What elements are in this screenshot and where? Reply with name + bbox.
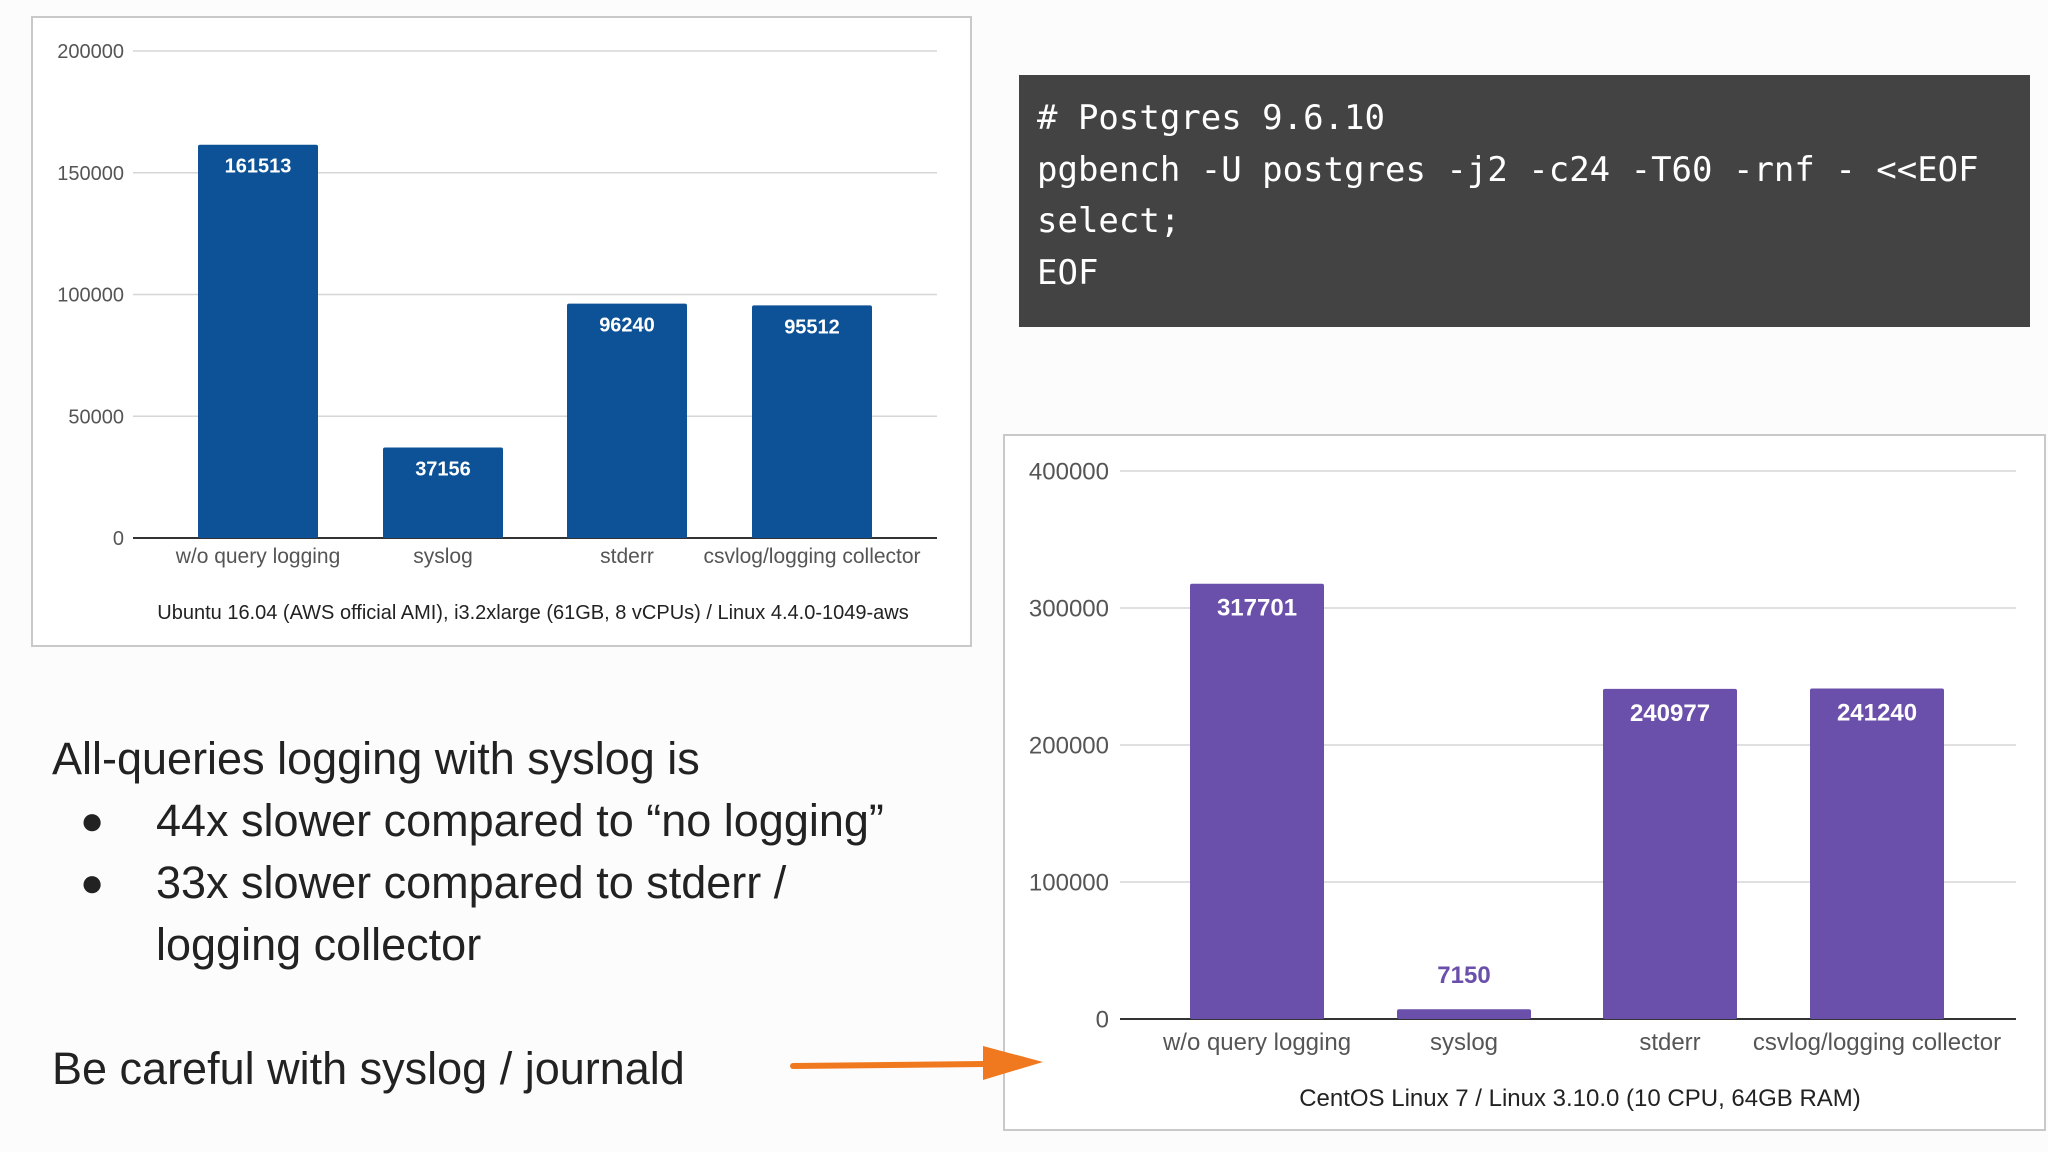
bar bbox=[1810, 688, 1944, 1019]
warning-text: Be careful with syslog / journald bbox=[52, 1043, 685, 1094]
findings-heading: All-queries logging with syslog is bbox=[52, 733, 700, 784]
findings-text: All-queries logging with syslog is ● 44x… bbox=[52, 728, 916, 976]
y-tick-label: 50000 bbox=[68, 406, 124, 428]
category-label: syslog bbox=[413, 545, 473, 568]
bar-data-label: 241240 bbox=[1837, 700, 1917, 727]
x-axis-caption: CentOS Linux 7 / Linux 3.10.0 (10 CPU, 6… bbox=[1299, 1085, 1861, 1112]
bar-data-label: 240977 bbox=[1630, 700, 1710, 727]
bar-data-label: 96240 bbox=[599, 315, 655, 337]
centos-throughput-chart: 0 100000 200000 300000 400000 317701 w/o query… bbox=[1003, 434, 2046, 1131]
bar bbox=[198, 144, 318, 538]
bar bbox=[1603, 688, 1737, 1019]
category-label: stderr bbox=[600, 545, 654, 568]
category-label: w/o query logging bbox=[1162, 1029, 1351, 1056]
bar bbox=[567, 303, 687, 538]
y-tick-label: 150000 bbox=[57, 163, 124, 185]
pgbench-code-block: # Postgres 9.6.10 pgbench -U postgres -j… bbox=[1019, 75, 2030, 327]
findings-list: ● 44x slower compared to “no logging” ● … bbox=[52, 790, 916, 976]
y-tick-label: 100000 bbox=[57, 285, 124, 307]
x-axis-caption: Ubuntu 16.04 (AWS official AMI), i3.2xla… bbox=[157, 602, 908, 624]
y-tick-label: 400000 bbox=[1029, 458, 1109, 485]
code-line: pgbench -U postgres -j2 -c24 -T60 -rnf -… bbox=[1037, 149, 1979, 190]
finding-item: ● 33x slower compared to stderr / loggin… bbox=[52, 852, 916, 976]
category-label: w/o query logging bbox=[175, 545, 341, 568]
y-tick-label: 200000 bbox=[57, 41, 124, 63]
bar-data-label: 95512 bbox=[784, 316, 840, 338]
finding-text: 33x slower compared to stderr / logging … bbox=[156, 857, 787, 970]
y-tick-label: 100000 bbox=[1029, 869, 1109, 896]
bar-data-label: 7150 bbox=[1437, 962, 1490, 989]
code-line: select; bbox=[1037, 201, 1181, 241]
bar bbox=[1397, 1009, 1531, 1019]
y-tick-label: 300000 bbox=[1029, 595, 1109, 622]
y-tick-label: 200000 bbox=[1029, 732, 1109, 759]
y-tick-label: 0 bbox=[1096, 1006, 1109, 1033]
bar-data-label: 37156 bbox=[415, 459, 471, 481]
category-label: syslog bbox=[1430, 1029, 1498, 1056]
bar bbox=[1190, 583, 1324, 1019]
category-label: stderr bbox=[1639, 1029, 1700, 1056]
code-line: EOF bbox=[1037, 252, 1099, 293]
category-label: csvlog/logging collector bbox=[1753, 1029, 2001, 1056]
bar-data-label: 161513 bbox=[225, 156, 292, 178]
bullet-icon: ● bbox=[80, 861, 105, 905]
ubuntu-throughput-chart: 0 50000 100000 150000 200000 161513 w/o query … bbox=[31, 16, 972, 647]
finding-item: ● 44x slower compared to “no logging” bbox=[52, 790, 916, 852]
finding-text: 44x slower compared to “no logging” bbox=[156, 795, 884, 846]
bar bbox=[383, 447, 503, 538]
arrow-right-icon bbox=[790, 1046, 1043, 1080]
centos-chart-svg: 0 100000 200000 300000 400000 317701 w/o query… bbox=[1029, 458, 2016, 1112]
ubuntu-chart-svg: 0 50000 100000 150000 200000 161513 w/o query … bbox=[57, 41, 937, 624]
code-line: # Postgres 9.6.10 bbox=[1037, 98, 1385, 138]
bar-data-label: 317701 bbox=[1217, 595, 1297, 622]
y-tick-label: 0 bbox=[113, 528, 124, 550]
category-label: csvlog/logging collector bbox=[703, 545, 920, 568]
bar bbox=[752, 305, 872, 538]
bullet-icon: ● bbox=[80, 799, 105, 843]
